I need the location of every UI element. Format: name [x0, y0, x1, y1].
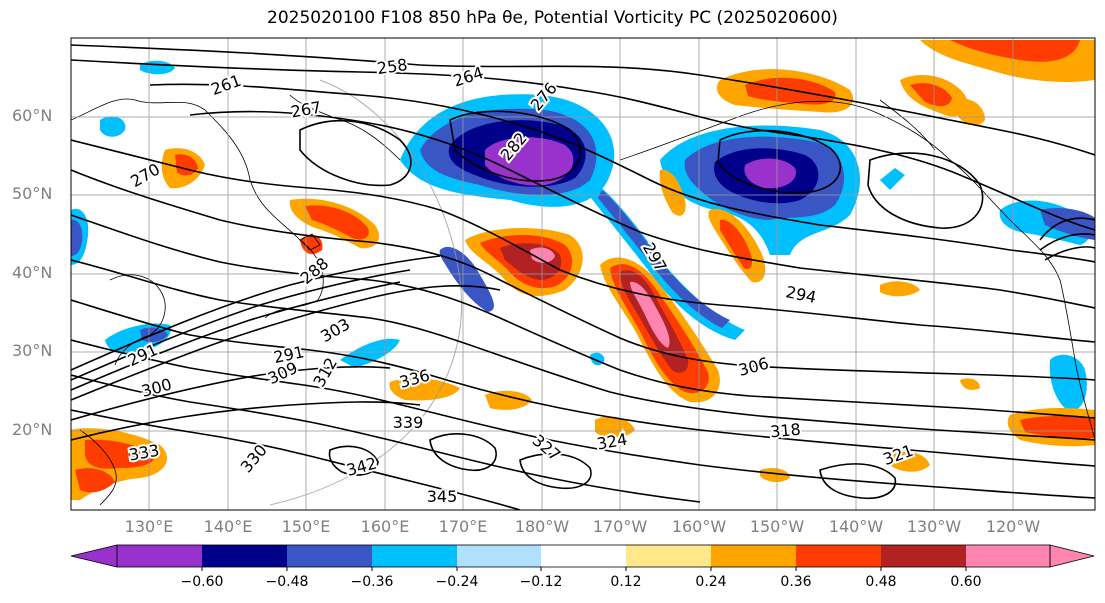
colorbar-swatch — [711, 545, 796, 567]
colorbar-tick-label: 0.12 — [610, 574, 642, 590]
lon-label: 170°W — [592, 517, 648, 536]
lon-label: 170°E — [438, 517, 488, 536]
colorbar-max-extension — [1049, 544, 1095, 568]
plot-frame — [70, 37, 1096, 511]
colorbar — [70, 544, 1095, 571]
contour-label: 345 — [427, 487, 458, 506]
lat-label: 30°N — [12, 341, 53, 360]
colorbar-swatch — [202, 545, 287, 567]
lon-label: 160°E — [360, 517, 410, 536]
graticule — [71, 38, 1095, 510]
colorbar-swatch — [457, 545, 541, 567]
lon-label: 130°W — [906, 517, 962, 536]
lon-label: 140°W — [828, 517, 884, 536]
lat-label: 50°N — [12, 184, 53, 203]
contour-label-halo: 339 — [393, 413, 424, 432]
lat-label: 60°N — [12, 106, 53, 125]
pv-positive-anomalies — [71, 40, 1095, 500]
map-title: 2025020100 F108 850 hPa θe, Potential Vo… — [267, 8, 838, 28]
colorbar-swatch — [287, 545, 372, 567]
colorbar-swatch — [796, 545, 881, 567]
contour-label-halo: 345 — [427, 487, 458, 506]
lon-label: 160°W — [671, 517, 727, 536]
lon-label: 130°E — [124, 517, 174, 536]
lon-label: 120°W — [985, 517, 1041, 536]
colorbar-tick-label: 0.36 — [780, 574, 812, 590]
lat-label: 20°N — [12, 420, 53, 439]
colorbar-tick-label: 0.24 — [695, 574, 727, 590]
colorbar-swatch — [372, 545, 457, 567]
colorbar-tick-label: −0.36 — [350, 574, 394, 590]
colorbar-swatch — [881, 545, 966, 567]
lon-label: 180°W — [514, 517, 570, 536]
colorbar-tick-label: −0.24 — [435, 574, 479, 590]
lon-label: 140°E — [203, 517, 253, 536]
colorbar-tick-label: −0.60 — [180, 574, 224, 590]
colorbar-tick-label: 0.60 — [950, 574, 982, 590]
lon-label: 150°W — [749, 517, 805, 536]
colorbar-min-extension — [70, 544, 118, 568]
colorbar-swatch — [117, 545, 202, 567]
lon-label: 150°E — [281, 517, 331, 536]
colorbar-tick-label: −0.12 — [519, 574, 563, 590]
colorbar-tick-label: 0.48 — [865, 574, 897, 590]
contour-label-halo: 318 — [769, 420, 801, 442]
contour-label: 258 — [376, 55, 409, 78]
lat-label: 40°N — [12, 263, 53, 282]
colorbar-swatch — [626, 545, 711, 567]
contour-label: 318 — [769, 420, 801, 442]
map-plot-area — [71, 38, 1095, 510]
colorbar-swatch — [966, 545, 1050, 567]
theta-e-contours — [71, 44, 1095, 510]
colorbar-tick-label: −0.48 — [265, 574, 309, 590]
contour-label: 339 — [393, 413, 424, 432]
colorbar-swatch — [541, 545, 626, 567]
